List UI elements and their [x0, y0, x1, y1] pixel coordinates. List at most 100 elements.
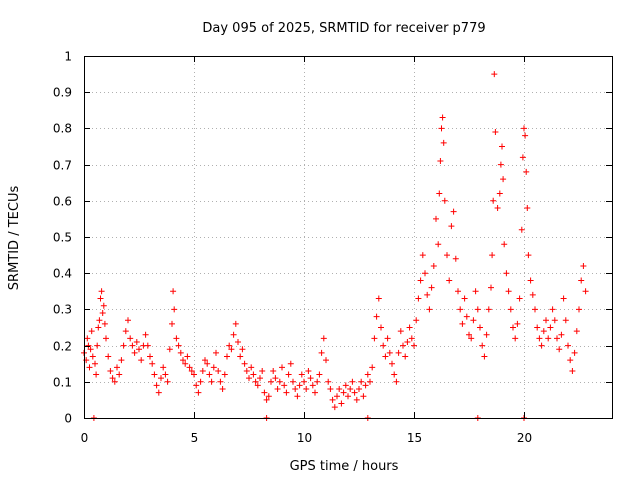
data-point	[114, 364, 120, 371]
y-tick-label: 0.2	[53, 340, 72, 354]
data-point	[565, 342, 571, 349]
data-point	[248, 364, 255, 371]
x-tick-label: 5	[191, 431, 199, 445]
data-point	[327, 386, 334, 393]
x-axis-label: GPS time / hours	[290, 459, 399, 474]
data-point	[175, 342, 182, 349]
data-point	[320, 335, 327, 342]
data-point	[540, 328, 547, 335]
data-point	[580, 262, 587, 269]
data-point	[142, 331, 149, 338]
data-point	[169, 320, 175, 327]
y-tick-label: 0.6	[53, 195, 72, 209]
data-point	[490, 197, 497, 204]
data-point	[206, 371, 213, 378]
data-point	[472, 288, 479, 295]
data-point	[415, 295, 422, 302]
data-point	[507, 306, 514, 313]
data-point	[202, 357, 208, 364]
data-point	[263, 396, 270, 403]
data-point	[95, 324, 102, 331]
y-tick-label: 0.3	[53, 303, 72, 317]
data-point	[463, 313, 470, 320]
data-point	[367, 378, 373, 385]
data-point	[254, 382, 261, 389]
data-point	[524, 205, 531, 212]
data-point	[129, 342, 136, 349]
data-point	[538, 342, 545, 349]
data-point	[411, 342, 417, 349]
data-points	[81, 71, 589, 421]
data-point	[582, 288, 589, 295]
data-point	[558, 331, 565, 338]
data-point	[424, 291, 431, 298]
data-point	[86, 364, 93, 371]
data-point	[393, 378, 400, 385]
data-point	[217, 378, 224, 385]
data-point	[470, 317, 477, 324]
data-point	[364, 371, 371, 378]
data-point	[235, 338, 241, 345]
data-point	[369, 364, 376, 371]
data-point	[358, 378, 365, 385]
data-point	[111, 378, 118, 385]
data-point	[232, 320, 239, 327]
data-point	[323, 357, 329, 364]
x-tick-label: 0	[81, 431, 89, 445]
data-point	[353, 396, 360, 403]
data-point	[252, 378, 259, 385]
data-point	[488, 284, 494, 291]
data-point	[485, 306, 492, 313]
data-point	[164, 378, 171, 385]
data-point	[413, 317, 420, 324]
data-point	[522, 132, 529, 139]
data-point	[149, 360, 156, 367]
data-point	[318, 349, 325, 356]
axis-ticks: 00.10.20.30.40.50.60.70.80.910 5 10 15 20	[53, 50, 612, 445]
data-point	[204, 360, 211, 367]
data-point	[534, 324, 541, 331]
data-point	[125, 317, 131, 324]
data-point	[193, 382, 200, 389]
data-point	[298, 371, 305, 378]
data-point	[274, 386, 281, 393]
data-point	[219, 386, 226, 393]
data-point	[549, 306, 556, 313]
data-point	[270, 367, 277, 374]
data-point	[88, 328, 95, 335]
data-point	[503, 270, 510, 277]
data-point	[347, 386, 354, 393]
data-point	[107, 367, 114, 374]
data-point	[281, 382, 288, 389]
data-point	[556, 346, 563, 353]
data-point	[351, 389, 358, 396]
data-point	[272, 375, 279, 382]
data-point	[356, 386, 362, 393]
data-point	[446, 277, 453, 284]
y-tick-label: 1	[64, 50, 72, 64]
data-point	[221, 371, 228, 378]
data-point	[226, 342, 233, 349]
data-point	[283, 389, 290, 396]
data-point	[116, 371, 123, 378]
data-point	[94, 342, 101, 349]
data-point	[440, 139, 447, 146]
data-point	[151, 371, 158, 378]
data-point	[309, 382, 316, 389]
data-point	[554, 335, 560, 342]
data-point	[373, 313, 380, 320]
data-point	[285, 371, 292, 378]
data-point	[99, 310, 106, 317]
data-point	[468, 335, 475, 342]
data-point	[430, 262, 437, 269]
data-point	[138, 357, 145, 364]
data-point	[199, 367, 206, 374]
data-point	[87, 346, 94, 353]
data-point	[85, 342, 92, 349]
data-point	[268, 378, 274, 385]
data-point	[184, 353, 191, 360]
data-point	[457, 306, 464, 313]
y-tick-label: 0.5	[53, 231, 72, 245]
y-tick-label: 0.8	[53, 122, 72, 136]
